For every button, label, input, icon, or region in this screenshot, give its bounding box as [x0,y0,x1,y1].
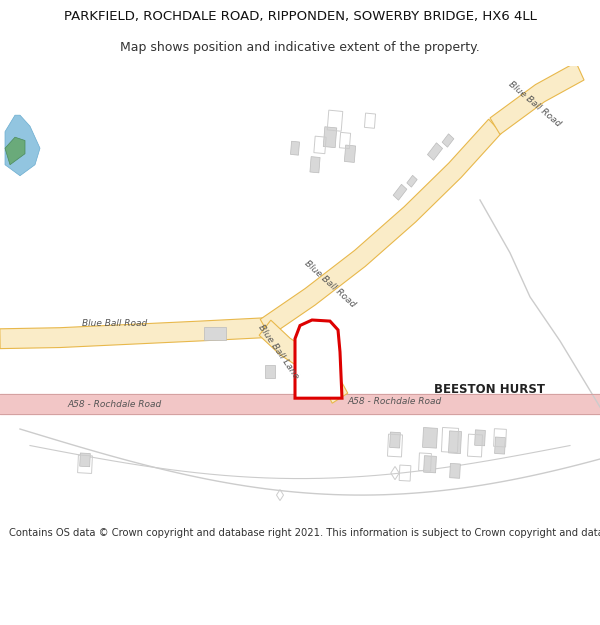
Polygon shape [295,320,342,398]
Polygon shape [260,119,502,336]
Bar [494,429,506,447]
Bar [389,432,400,448]
Text: Blue Ball Road: Blue Ball Road [507,80,563,129]
Polygon shape [5,138,25,165]
Bar [327,110,343,131]
Bar [393,184,407,200]
Bar [475,430,485,446]
Bar [467,434,482,457]
Bar [442,428,458,452]
Text: PARKFIELD, ROCHDALE ROAD, RIPPONDEN, SOWERBY BRIDGE, HX6 4LL: PARKFIELD, ROCHDALE ROAD, RIPPONDEN, SOW… [64,10,536,23]
Bar [290,141,299,155]
Bar [427,142,443,160]
Bar [77,455,92,474]
Bar [449,463,460,478]
Bar [314,136,326,154]
Bar [399,465,411,481]
Bar [310,157,320,173]
Bar [364,113,376,128]
Text: A58 - Rochdale Road: A58 - Rochdale Road [68,400,162,409]
Bar [388,434,403,457]
Polygon shape [5,115,40,176]
Bar [204,327,226,340]
Text: Map shows position and indicative extent of the property.: Map shows position and indicative extent… [120,41,480,54]
Bar [407,176,417,187]
Bar [265,365,275,378]
Bar [344,145,356,162]
Polygon shape [0,318,265,349]
Bar [340,132,350,149]
Bar [442,134,454,148]
Text: A58 - Rochdale Road: A58 - Rochdale Road [348,397,442,406]
Bar [323,127,337,148]
Text: BEESTON HURST: BEESTON HURST [434,383,545,396]
Bar [419,453,431,471]
Bar [80,453,91,467]
Polygon shape [490,62,584,134]
Text: Contains OS data © Crown copyright and database right 2021. This information is : Contains OS data © Crown copyright and d… [9,528,600,538]
Bar [422,428,437,448]
Polygon shape [259,320,348,403]
Text: Blue Ball Road: Blue Ball Road [82,319,148,328]
Bar [494,437,505,454]
Text: Blue Ball Lane: Blue Ball Lane [256,323,300,381]
Text: Blue Ball Road: Blue Ball Road [303,259,357,309]
Bar [448,431,461,454]
Bar [424,456,436,473]
